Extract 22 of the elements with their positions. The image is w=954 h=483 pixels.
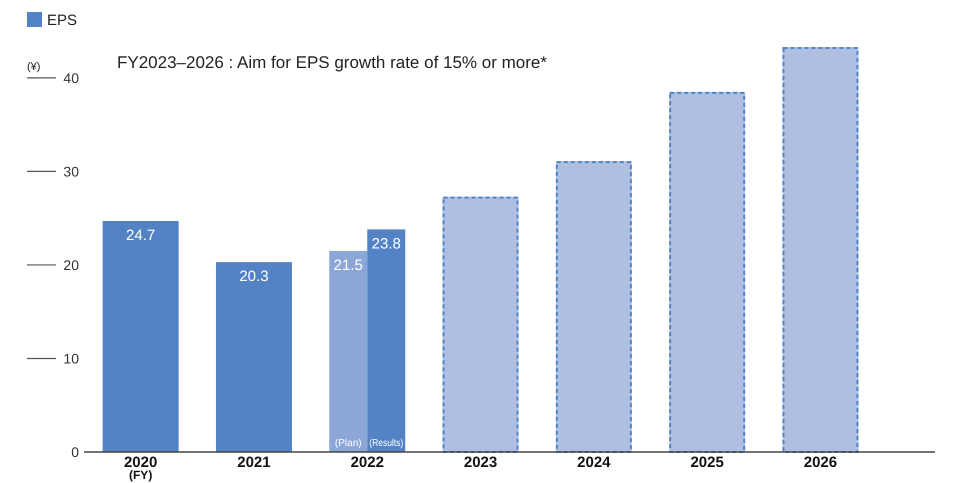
data-label: 24.7 (126, 226, 156, 244)
series-label: (Plan) (334, 438, 362, 449)
legend-label: EPS (47, 12, 78, 29)
y-tick-label: 30 (63, 163, 80, 180)
x-tick-label: 2022 (350, 454, 384, 471)
y-axis-title: (¥) (27, 61, 40, 73)
data-label: 23.8 (372, 235, 401, 252)
x-tick-label: 2021 (237, 454, 271, 471)
data-label: 20.3 (239, 268, 269, 286)
y-tick-label: 20 (63, 256, 80, 273)
y-tick-label: 0 (71, 444, 80, 460)
x-tick-label: 2020 (124, 454, 158, 471)
data-label: 21.5 (334, 256, 363, 274)
series-label: (Results) (369, 438, 410, 449)
x-axis-title: (FY) (128, 468, 152, 482)
x-tick-label: 2024 (577, 454, 612, 471)
x-tick-label: 2023 (464, 454, 498, 471)
y-tick-label: 40 (63, 70, 80, 86)
y-tick-label: 10 (63, 350, 80, 366)
x-tick-label: 2025 (690, 454, 724, 471)
x-tick-label: 2026 (804, 454, 838, 471)
chart-title: FY2023–2026 : Aim for EPS growth rate of 15% or more* (117, 53, 548, 72)
